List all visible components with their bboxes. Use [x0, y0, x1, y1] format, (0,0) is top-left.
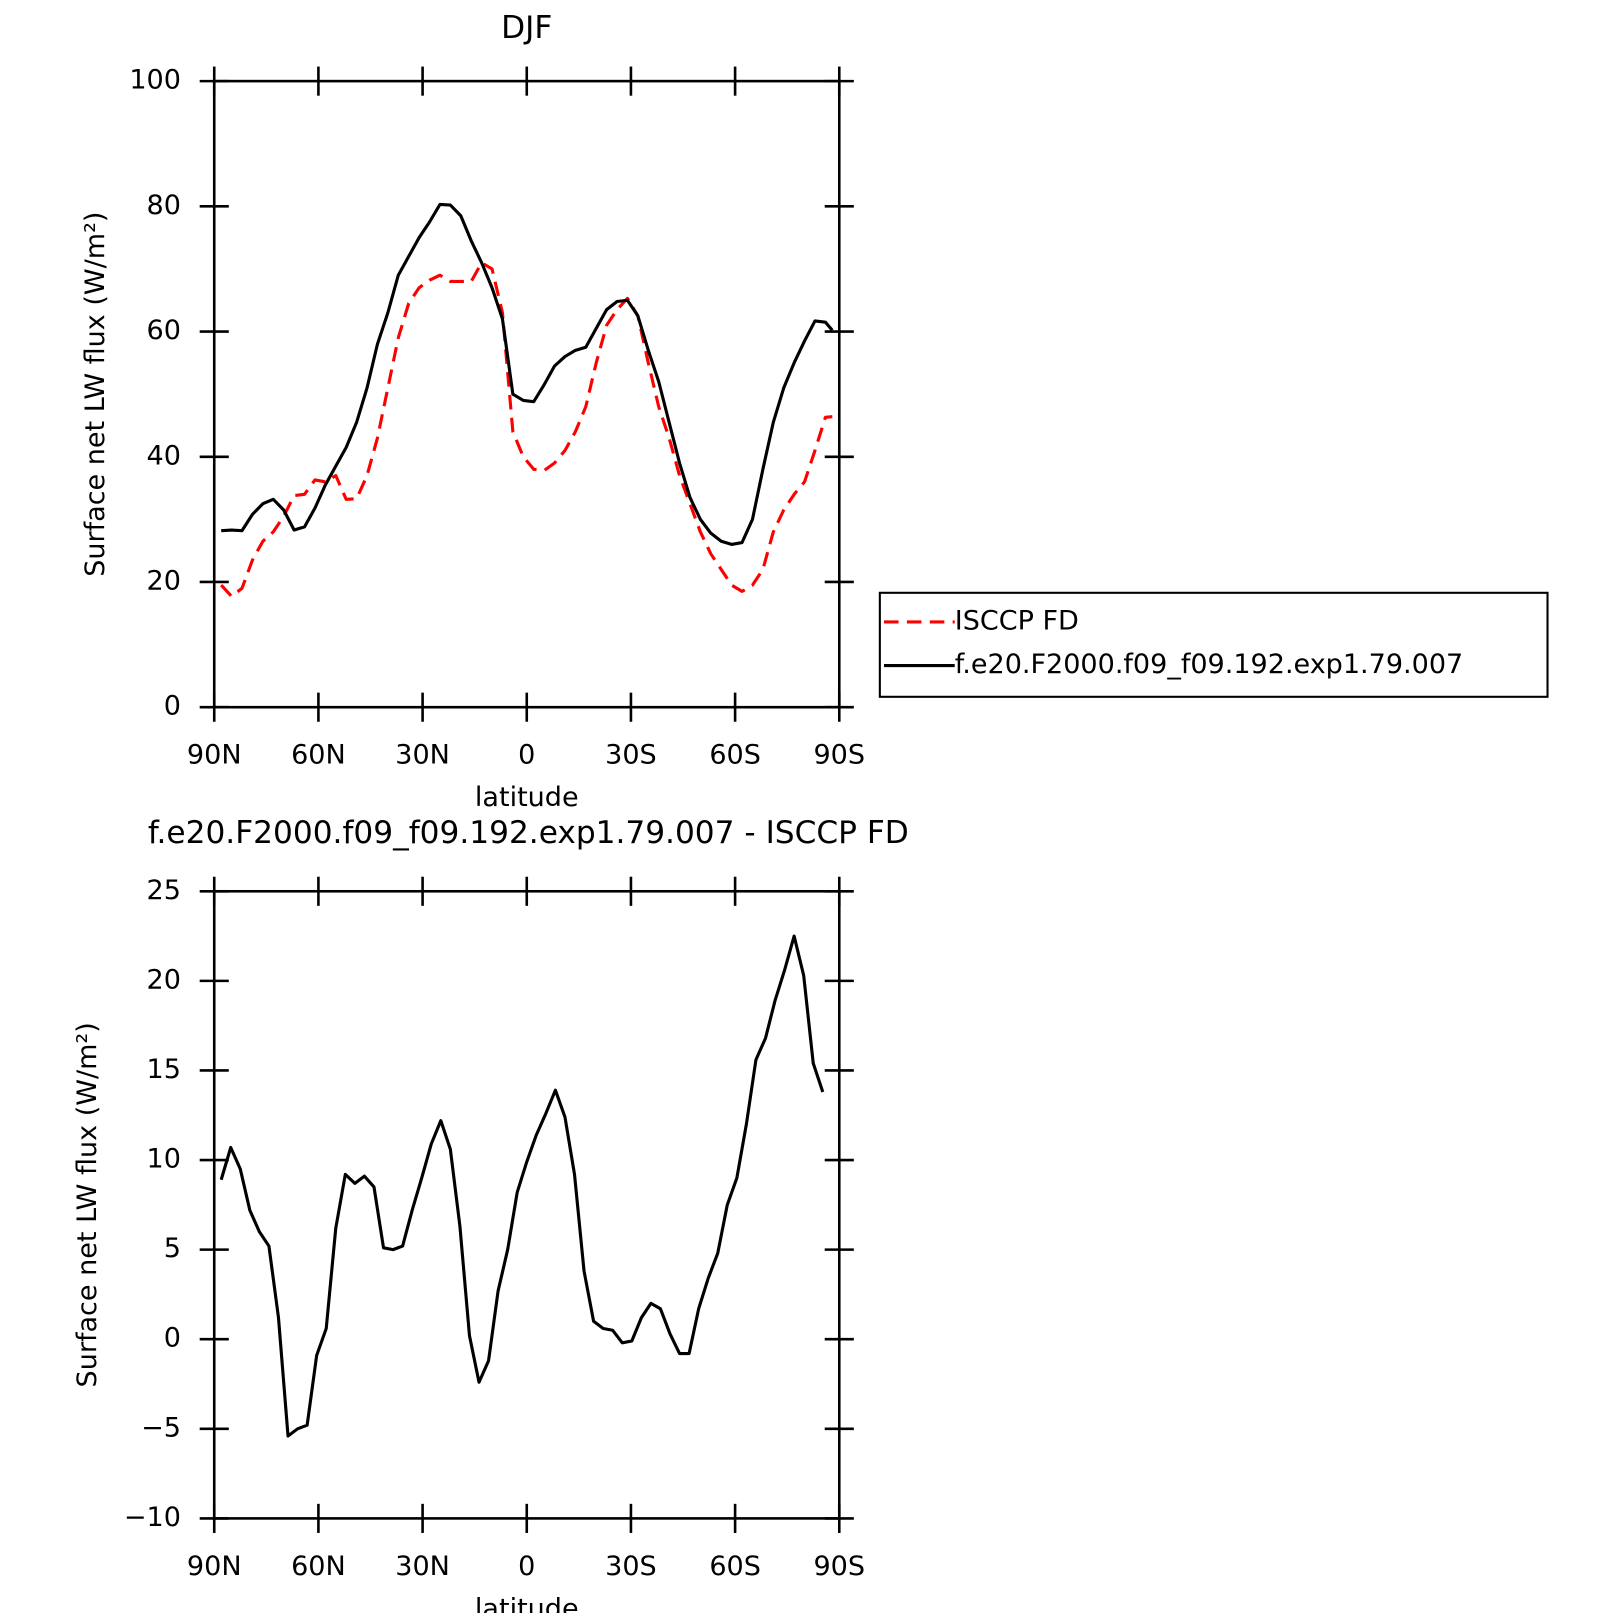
x-tick-label: 30N [395, 1551, 450, 1582]
x-tick-label: 0 [518, 1551, 535, 1582]
x-tick-label: 90S [813, 740, 865, 771]
y-tick-label: 25 [147, 875, 181, 906]
y-tick-label: 10 [147, 1144, 181, 1175]
y-tick-label: −5 [141, 1412, 181, 1443]
x-tick-label: 0 [518, 740, 535, 771]
x-tick-label: 90S [813, 1551, 865, 1582]
x-tick-label: 60N [291, 740, 346, 771]
x-tick-label: 60N [291, 1551, 346, 1582]
y-tick-label: 20 [147, 964, 181, 995]
x-tick-label: 30S [605, 740, 657, 771]
y-axis-label: Surface net LW flux (W/m²) [72, 1022, 103, 1387]
chart-title: DJF [501, 10, 552, 46]
chart-title: f.e20.F2000.f09_f09.192.exp1.79.007 - IS… [148, 815, 909, 851]
figure-content: DJF Surface net LW flux (W/m²) latitude 0 20… [72, 10, 1549, 1613]
y-tick-label: −10 [124, 1502, 181, 1533]
x-tick-label: 30N [395, 740, 450, 771]
y-tick-label: 20 [147, 565, 181, 596]
data-line [221, 202, 834, 546]
x-axis-label: latitude [475, 1593, 579, 1613]
legend-box [878, 591, 1549, 698]
plot-frame [212, 79, 841, 709]
legend-label: ISCCP FD [955, 605, 1079, 636]
y-axis-label: Surface net LW flux (W/m²) [80, 212, 111, 577]
x-tick-label: 30S [605, 1551, 657, 1582]
y-tick-label: 60 [147, 315, 181, 346]
data-line [220, 261, 833, 598]
y-tick-label: 5 [164, 1233, 181, 1264]
data-line [219, 934, 825, 1438]
legend-label: f.e20.F2000.f09_f09.192.exp1.79.007 [955, 649, 1464, 680]
x-tick-label: 60S [709, 740, 761, 771]
x-tick-label: 90N [187, 740, 242, 771]
y-tick-label: 0 [164, 1323, 181, 1354]
x-axis-label: latitude [475, 782, 579, 813]
x-tick-label: 90N [187, 1551, 242, 1582]
y-tick-label: 100 [129, 65, 181, 96]
y-tick-label: 15 [147, 1054, 181, 1085]
y-tick-label: 80 [147, 190, 181, 221]
x-tick-label: 60S [709, 1551, 761, 1582]
y-tick-label: 0 [164, 691, 181, 722]
y-tick-label: 40 [147, 440, 181, 471]
